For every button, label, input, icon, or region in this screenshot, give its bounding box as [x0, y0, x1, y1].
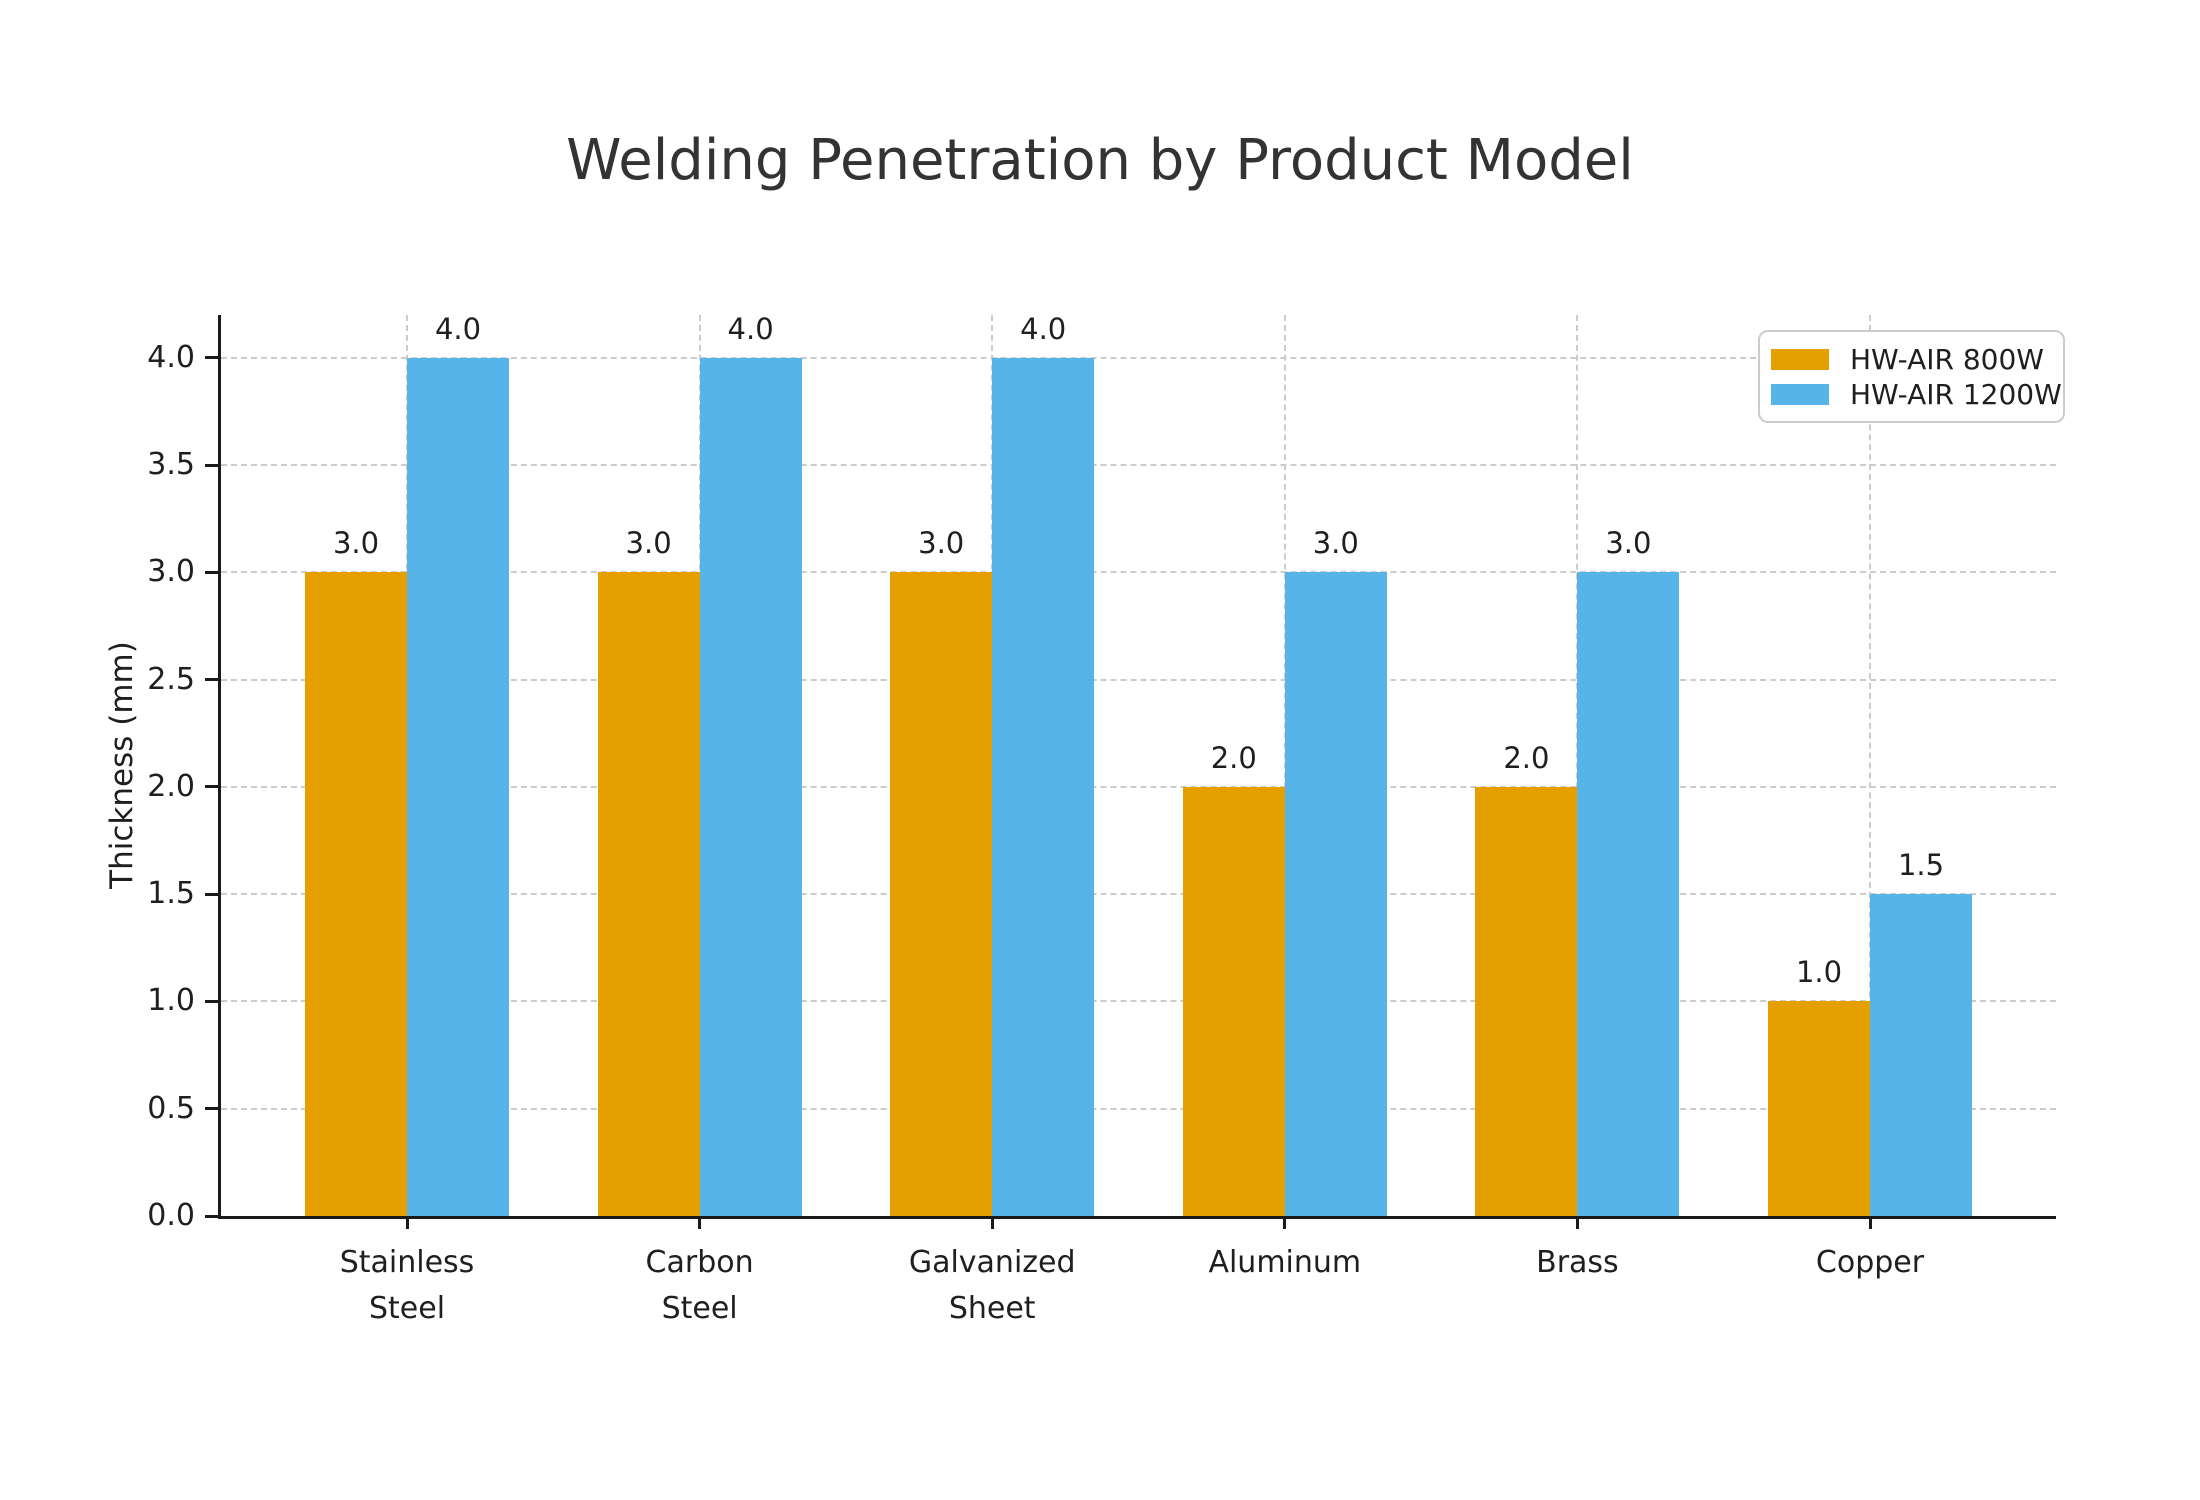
y-tick-label: 2.0 — [147, 768, 195, 804]
bar-hw-air-800w — [1182, 786, 1285, 1216]
y-tick-label: 3.5 — [147, 447, 195, 483]
bar-value-label: 3.0 — [332, 526, 380, 561]
bar-value-label: 4.0 — [434, 311, 482, 346]
y-tick-mark — [205, 678, 218, 682]
x-category-label: Copper — [1815, 1245, 1925, 1280]
y-tick-mark — [205, 999, 218, 1003]
y-tick-mark — [205, 892, 218, 896]
x-axis-spine — [218, 1216, 2056, 1219]
legend-item: HW-AIR 1200W — [1771, 378, 2062, 411]
x-tick-mark — [405, 1219, 409, 1229]
bar-value-label: 2.0 — [1210, 740, 1257, 775]
x-tick-mark — [698, 1219, 702, 1229]
x-category-label: Carbon Steel — [645, 1245, 754, 1326]
legend-label: HW-AIR 1200W — [1850, 377, 2062, 411]
chart-title: Welding Penetration by Product Model — [566, 128, 1634, 193]
gridline-horizontal — [221, 678, 2056, 681]
x-category-label: Stainless Steel — [339, 1245, 475, 1326]
bar-hw-air-800w — [1475, 786, 1578, 1216]
y-tick-mark — [205, 463, 218, 467]
bar-hw-air-1200w — [699, 357, 802, 1216]
bar-value-label: 3.0 — [625, 526, 672, 561]
x-category-label: Brass — [1536, 1245, 1619, 1280]
x-tick-mark — [1575, 1219, 1579, 1229]
bar-value-label: 4.0 — [1020, 311, 1067, 346]
gridline-horizontal — [221, 1107, 2056, 1110]
bar-value-label: 4.0 — [727, 311, 774, 346]
legend-item: HW-AIR 800W — [1771, 342, 2049, 376]
y-tick-mark — [205, 785, 218, 789]
gridline-horizontal — [221, 785, 2056, 788]
bar-value-label: 3.0 — [1605, 526, 1652, 561]
plot-area: 3.0 3.0 3.0 2.0 2.0 1.0 4.0 4.0 4.0 3.0 3.0 1.5 0.0 0… — [147, 311, 2056, 1326]
bar-hw-air-800w — [597, 572, 700, 1216]
gridline-horizontal — [221, 893, 2056, 896]
y-tick-label: 2.5 — [147, 661, 195, 697]
gridline-horizontal — [221, 464, 2056, 467]
gridline-horizontal — [221, 1000, 2056, 1003]
y-tick-label: 1.0 — [147, 983, 195, 1019]
gridline-horizontal — [221, 356, 2056, 359]
legend-color-swatch — [1771, 348, 1829, 370]
bar-hw-air-1200w — [1284, 572, 1387, 1216]
y-tick-mark — [205, 1107, 218, 1111]
x-tick-mark — [1283, 1219, 1287, 1229]
y-tick-label: 3.0 — [147, 554, 195, 590]
bar-hw-air-800w — [890, 572, 993, 1216]
bar-hw-air-1200w — [1577, 572, 1680, 1216]
y-tick-label: 1.5 — [147, 876, 195, 912]
legend-label: HW-AIR 800W — [1850, 342, 2044, 376]
bar-value-label: 3.0 — [1312, 526, 1359, 561]
y-tick-mark — [205, 570, 218, 574]
bar-value-label: 3.0 — [918, 526, 965, 561]
legend: HW-AIR 800W HW-AIR 1200W — [1758, 330, 2065, 423]
bar-hw-air-800w — [305, 572, 407, 1216]
bar-hw-air-1200w — [407, 357, 509, 1216]
bar-value-label: 2.0 — [1503, 740, 1550, 775]
y-axis-spine — [218, 315, 221, 1219]
y-tick-mark — [205, 1214, 218, 1218]
bar-value-label: 1.5 — [1897, 848, 1945, 883]
gridline-horizontal — [221, 571, 2056, 574]
x-tick-mark — [1868, 1219, 1872, 1229]
y-tick-label: 0.5 — [147, 1090, 195, 1126]
bar-hw-air-800w — [1768, 1001, 1870, 1216]
gridline-vertical — [1869, 315, 1871, 1216]
x-category-label: Galvanized Sheet — [908, 1245, 1076, 1326]
y-tick-mark — [205, 356, 218, 360]
legend-color-swatch — [1771, 383, 1829, 405]
bar-hw-air-1200w — [992, 357, 1095, 1216]
x-tick-mark — [990, 1219, 994, 1229]
x-category-label: Aluminum — [1208, 1245, 1362, 1280]
bar-hw-air-1200w — [1870, 894, 1972, 1216]
bar-value-label: 1.0 — [1795, 955, 1843, 990]
y-tick-label: 4.0 — [147, 339, 195, 375]
y-tick-label: 0.0 — [147, 1198, 195, 1233]
